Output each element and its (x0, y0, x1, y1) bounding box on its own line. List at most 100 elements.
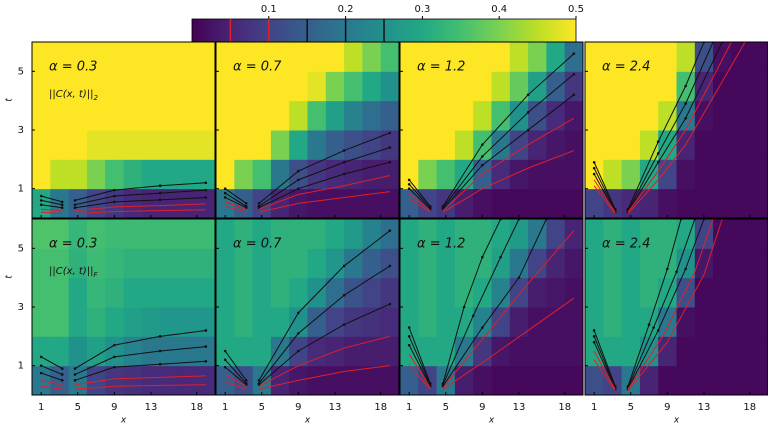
heatmap-cell (454, 159, 474, 190)
heatmap-cell (749, 100, 768, 131)
panel (32, 219, 215, 395)
heatmap-cell (564, 307, 583, 337)
heatmap-cell (676, 188, 696, 218)
contour-point (244, 379, 248, 382)
heatmap-cell (123, 130, 143, 160)
heatmap-cell (123, 100, 143, 131)
heatmap-cell (491, 188, 511, 218)
x-tick-label: 18 (743, 402, 756, 413)
contour-point (526, 128, 530, 132)
y-tick-label: 5 (18, 66, 24, 77)
heatmap-cell (252, 159, 272, 190)
heatmap-cell (603, 71, 623, 102)
heatmap-cell (123, 248, 143, 279)
heatmap-cell (344, 159, 363, 190)
panel (32, 42, 215, 218)
heatmap-cell (546, 188, 566, 218)
contour-point (158, 198, 162, 202)
heatmap-cell (105, 307, 124, 337)
contour-line (224, 335, 390, 387)
contour-point (592, 166, 596, 170)
panel (585, 42, 768, 218)
heatmap-cell (713, 307, 732, 337)
heatmap-cell (621, 336, 641, 367)
heatmap-cell (749, 188, 768, 218)
heatmap-cell (400, 336, 419, 367)
contour-line (41, 209, 206, 215)
heatmap-cell (585, 365, 604, 395)
heatmap-cell (216, 42, 235, 72)
heatmap-cell (50, 42, 70, 72)
heatmap-cell (141, 42, 161, 72)
heatmap-cell (216, 277, 235, 308)
x-tick-label: 9 (664, 402, 670, 413)
contour-point (407, 187, 411, 190)
contour-point (342, 160, 346, 164)
contour-point (223, 349, 227, 353)
heatmap-cell (380, 248, 399, 279)
contour-point (592, 335, 596, 338)
heatmap-cell (509, 71, 529, 102)
heatmap-cell (252, 42, 272, 72)
heatmap-cell (344, 336, 363, 367)
contour-line (224, 265, 391, 384)
heatmap-cell (509, 130, 529, 160)
colorbar-tick-label: 0.3 (414, 4, 430, 15)
heatmap-cell (86, 130, 106, 160)
heatmap-cell (325, 100, 345, 131)
x-tick-label: 13 (698, 402, 711, 413)
heatmap-cell (32, 71, 51, 102)
contour-point (666, 267, 669, 271)
heatmap-cell (160, 307, 179, 337)
heatmap-cell (50, 336, 70, 367)
heatmap-cell (491, 42, 511, 72)
heatmap-cell (658, 42, 677, 72)
contour-point (342, 323, 346, 326)
heatmap-cell (639, 159, 659, 190)
heatmap-cell (32, 336, 51, 367)
heatmap-cell (639, 365, 659, 395)
heatmap-cell (546, 365, 566, 395)
heatmap-cell (731, 248, 751, 279)
y-axis-label: t (5, 275, 15, 279)
heatmap-cell (32, 307, 51, 337)
heatmap-cell (473, 219, 492, 249)
contour-point (113, 343, 116, 347)
heatmap-cell (178, 188, 198, 218)
contour-point (462, 305, 466, 309)
heatmap-cell (491, 248, 511, 279)
heatmap-cell (380, 188, 399, 218)
heatmap-cell (400, 100, 419, 131)
heatmap-cell (362, 336, 382, 367)
heatmap-cell (436, 277, 456, 308)
heatmap-cell (603, 130, 623, 160)
contour-line (593, 219, 723, 391)
heatmap-cell (178, 159, 198, 190)
contour-line (408, 297, 575, 390)
heatmap-cell (418, 42, 438, 72)
heatmap-cell (418, 71, 438, 102)
heatmap-cell (344, 188, 363, 218)
contour-point (158, 349, 162, 353)
heatmap-cell (160, 219, 179, 249)
heatmap-cell (344, 248, 363, 279)
heatmap-cell (105, 100, 124, 131)
heatmap-cell (32, 42, 51, 72)
heatmap-cell (123, 159, 143, 190)
contour-point (60, 373, 64, 376)
heatmap-cell (621, 100, 641, 131)
panel-title: α = 2.4 (602, 237, 650, 252)
heatmap-cell (270, 248, 290, 279)
heatmap-cell (694, 100, 714, 131)
heatmap-cell (676, 159, 696, 190)
heatmap-cell (454, 42, 474, 72)
heatmap-cell (50, 130, 70, 160)
heatmap-cell (289, 159, 308, 190)
heatmap-cell (564, 159, 583, 190)
heatmap-cell (86, 219, 106, 249)
heatmap-cell (160, 159, 179, 190)
heatmap-cell (105, 219, 124, 249)
contour-point (526, 111, 530, 114)
heatmap-cell (362, 42, 382, 72)
heatmap-cell (585, 100, 604, 131)
